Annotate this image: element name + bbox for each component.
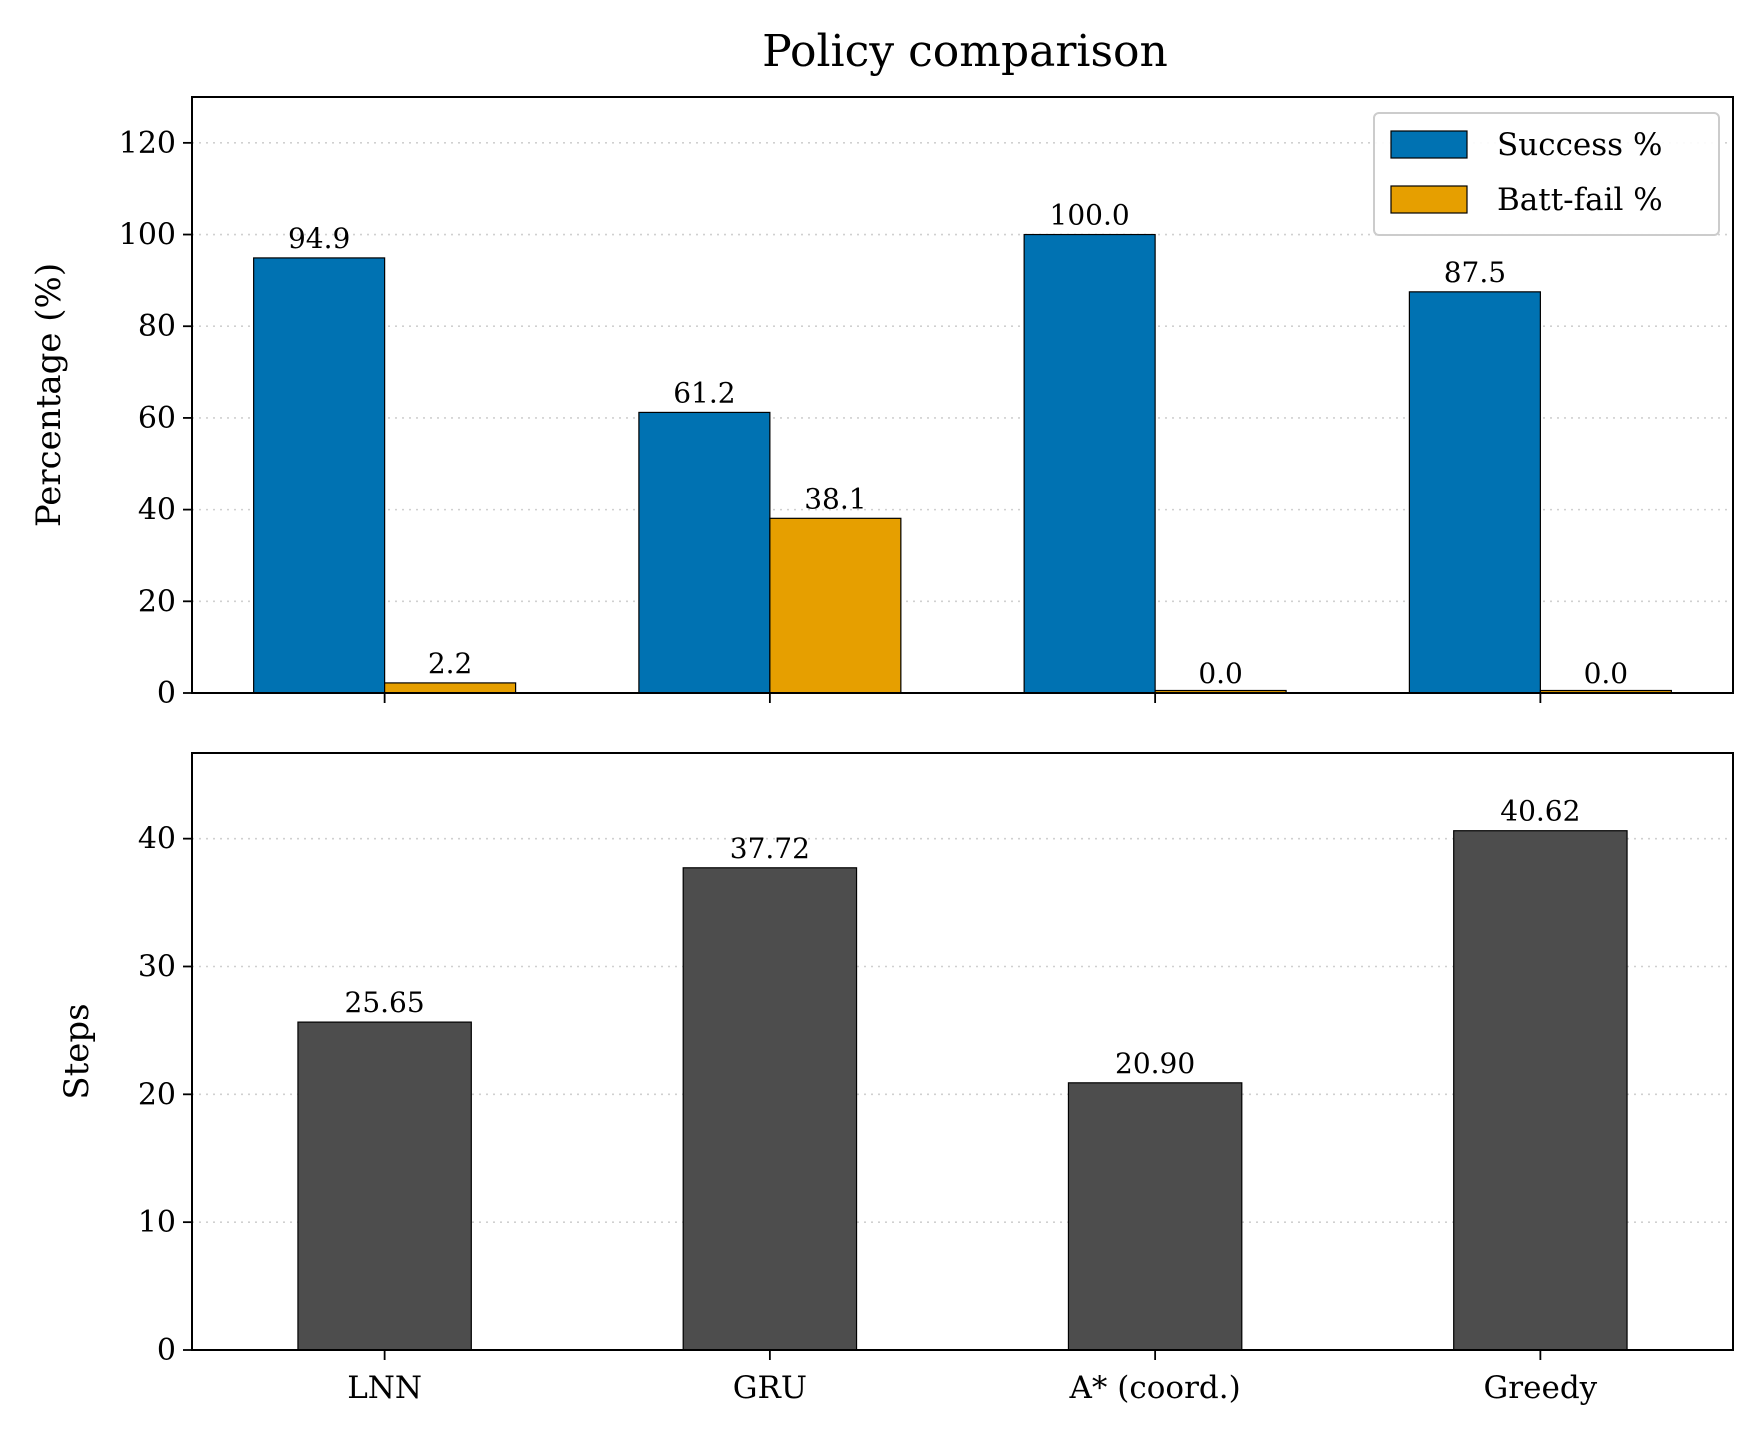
bar-value-label: 38.1 xyxy=(804,482,866,515)
bar-value-label: 40.62 xyxy=(1500,795,1580,828)
y-tick-label: 10 xyxy=(138,1205,176,1240)
x-tick-label: LNN xyxy=(347,1370,422,1406)
chart-title: Policy comparison xyxy=(762,26,1168,77)
bar-value-label: 100.0 xyxy=(1050,199,1130,232)
axes-frame xyxy=(191,96,1734,694)
bar-value-label: 37.72 xyxy=(730,832,810,865)
bar-value-label: 0.0 xyxy=(1198,657,1243,690)
y-tick-label: 80 xyxy=(138,309,176,344)
top-panel-success-battfail: 94.9 61.2 100.0 87.5 2.2 38.1 0.0 0.0 0 20 40 60 80 1… xyxy=(29,96,1734,711)
bar xyxy=(253,257,386,694)
y-tick-label: 60 xyxy=(138,401,176,436)
bar-value-label: 25.65 xyxy=(345,986,425,1019)
y-axis-label: Steps xyxy=(57,1003,97,1099)
legend-swatch xyxy=(1390,185,1468,214)
y-tick-label: 20 xyxy=(138,1077,176,1112)
bar-value-label: 87.5 xyxy=(1444,256,1506,289)
bar xyxy=(769,517,902,694)
bar xyxy=(384,682,517,694)
bar-value-label: 0.0 xyxy=(1584,657,1629,690)
x-tick-label: GRU xyxy=(733,1370,807,1406)
bar xyxy=(1408,291,1541,694)
bar xyxy=(638,411,771,694)
y-tick-label: 0 xyxy=(157,1333,176,1368)
bar xyxy=(1067,1082,1243,1351)
axes-frame xyxy=(191,752,1734,1351)
bar-value-label: 94.9 xyxy=(288,222,350,255)
y-axis-label: Percentage (%) xyxy=(29,263,69,527)
bar xyxy=(1453,830,1628,1351)
legend-label: Success % xyxy=(1497,127,1662,163)
bar-value-label: 20.90 xyxy=(1115,1047,1195,1080)
y-tick-label: 30 xyxy=(138,949,176,984)
y-tick-label: 0 xyxy=(157,676,176,711)
bar-value-label: 2.2 xyxy=(428,647,473,680)
x-tick-label: A* (coord.) xyxy=(1069,1370,1241,1406)
bar xyxy=(1023,233,1156,694)
bar xyxy=(682,867,858,1351)
bottom-panel-steps: 25.65 37.72 20.90 40.62 0 10 20 30 40 LNN GRU A* (c… xyxy=(57,752,1734,1406)
y-tick-label: 120 xyxy=(119,126,176,161)
x-tick-label: Greedy xyxy=(1484,1370,1598,1406)
y-tick-label: 20 xyxy=(138,584,176,619)
legend-swatch xyxy=(1390,130,1468,159)
y-tick-label: 100 xyxy=(119,218,176,253)
legend-label: Batt-fail % xyxy=(1497,182,1663,218)
y-tick-label: 40 xyxy=(138,822,176,857)
bar-value-label: 61.2 xyxy=(673,376,735,409)
legend: Success % Batt-fail % xyxy=(1373,112,1720,236)
bar xyxy=(297,1021,472,1351)
y-tick-label: 40 xyxy=(138,493,176,528)
